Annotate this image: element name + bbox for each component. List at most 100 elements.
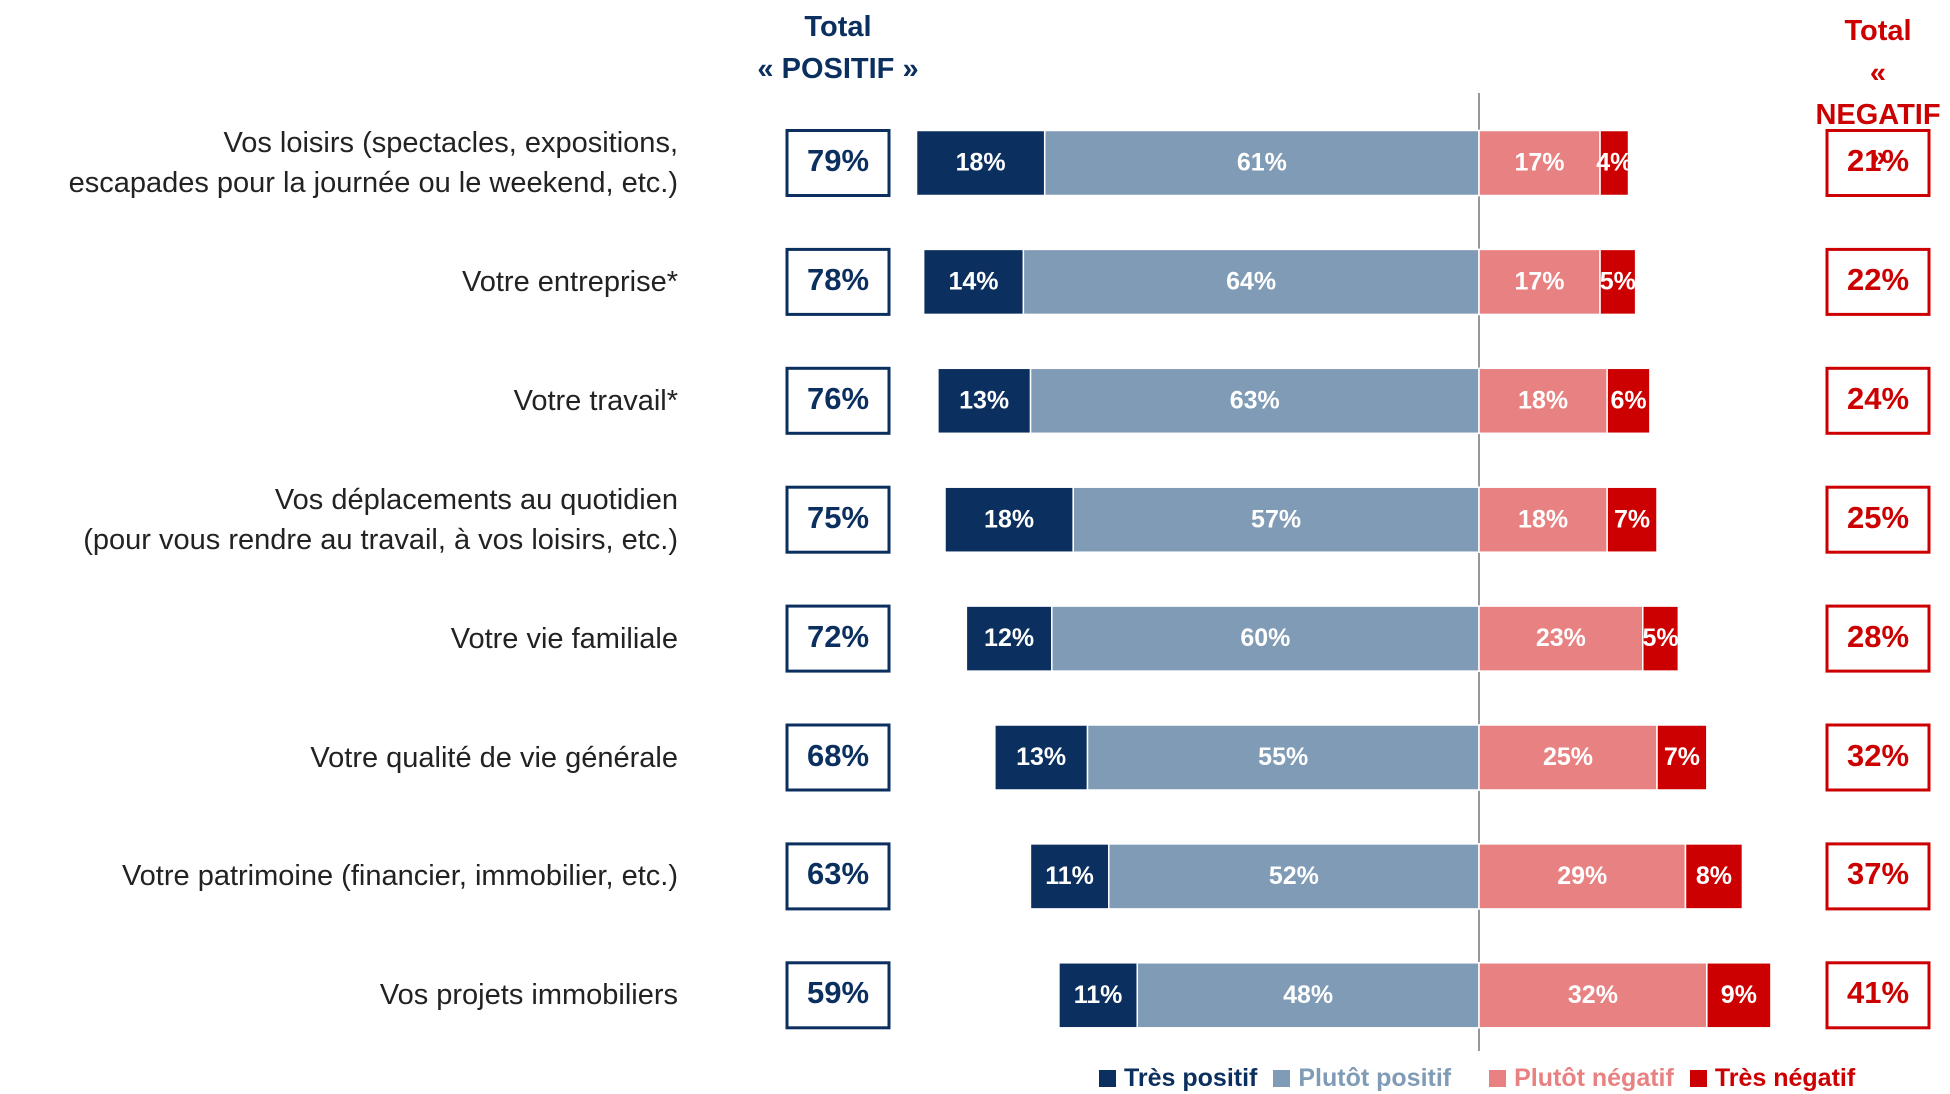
total-value: 78% — [806, 261, 870, 297]
bar-value-label: 6% — [1610, 386, 1646, 414]
bar-value-label: 9% — [1721, 981, 1757, 1009]
bar-value-label: 29% — [1557, 862, 1607, 890]
bar-value-label: 5% — [1642, 624, 1678, 652]
total-box — [785, 366, 891, 435]
bar-value-label: 8% — [1696, 862, 1732, 890]
total-value: 25% — [1846, 499, 1910, 535]
legend-item: Plutôt négatif — [1489, 1064, 1674, 1093]
legend-item: Plutôt positif — [1273, 1064, 1451, 1093]
bar-value-label: 18% — [1518, 386, 1568, 414]
total-value: 28% — [1846, 618, 1910, 654]
legend-label: Très positif — [1124, 1064, 1258, 1092]
category-label: Votre entreprise* — [461, 265, 678, 298]
bar — [1684, 843, 1744, 910]
category-label: Votre vie familiale — [450, 622, 678, 655]
bar-value-label: 64% — [1226, 268, 1276, 296]
bar — [1606, 367, 1651, 435]
total-box — [1825, 961, 1931, 1030]
bar — [965, 605, 1053, 672]
category-label: Votre travail* — [513, 384, 678, 417]
bar — [1478, 605, 1644, 672]
total-value: 24% — [1846, 380, 1910, 416]
bar — [1108, 843, 1480, 910]
legend-item: Très positif — [1099, 1064, 1257, 1093]
legend-label: Plutôt négatif — [1514, 1064, 1674, 1092]
bar-value-label: 32% — [1568, 981, 1618, 1009]
legend-item: Très négatif — [1689, 1064, 1856, 1093]
total-value: 72% — [806, 618, 870, 654]
total-value: 41% — [1846, 975, 1910, 1011]
bar-value-label: 13% — [1016, 743, 1066, 771]
legend-label: Très négatif — [1714, 1064, 1856, 1092]
bar-value-label: 17% — [1514, 149, 1564, 177]
total-box — [785, 961, 891, 1030]
legend-swatch — [1489, 1070, 1507, 1087]
total-box — [1825, 485, 1931, 554]
total-value: 63% — [806, 856, 870, 892]
bar-value-label: 18% — [984, 505, 1034, 533]
total-box — [1825, 366, 1931, 435]
total-box — [785, 247, 891, 316]
total-box — [1825, 842, 1931, 911]
category-label: Vos projets immobiliers — [379, 979, 678, 1012]
total-value: 59% — [806, 975, 870, 1011]
bar — [1656, 724, 1708, 791]
total-header: Total « NEGATIF » — [1815, 15, 1941, 173]
bar — [1478, 129, 1601, 197]
total-box — [785, 723, 891, 792]
bar — [1599, 248, 1637, 316]
bar — [1478, 843, 1687, 910]
total-value: 79% — [806, 143, 870, 178]
bar — [1478, 962, 1708, 1029]
bar-value-label: 13% — [959, 386, 1009, 414]
total-box — [785, 842, 891, 911]
total-value: 22% — [1846, 261, 1910, 297]
bar-value-label: 5% — [1600, 268, 1636, 296]
bar-value-label: 7% — [1614, 505, 1650, 533]
bar-value-label: 17% — [1514, 268, 1564, 296]
bar — [944, 486, 1074, 553]
bar-value-label: 52% — [1269, 862, 1319, 890]
total-header: Total « POSITIF » — [757, 11, 919, 85]
bar — [1029, 843, 1110, 910]
bar — [1478, 367, 1608, 435]
bar-value-label: 11% — [1074, 981, 1123, 1009]
bar-value-label: 18% — [956, 149, 1006, 177]
total-box — [785, 485, 891, 554]
bar — [915, 129, 1046, 197]
legend-swatch — [1273, 1070, 1291, 1087]
bar-value-label: 4% — [1596, 149, 1632, 177]
bar-value-label: 61% — [1237, 149, 1287, 177]
total-value: 21% — [1846, 143, 1910, 178]
bar-value-label: 18% — [1518, 505, 1568, 533]
legend: Très positif Plutôt positif Plutôt négatif… — [1099, 1064, 1855, 1093]
bar-value-label: 55% — [1258, 743, 1308, 771]
bar-value-label: 48% — [1283, 981, 1333, 1009]
bar — [1606, 486, 1658, 553]
category-label: Votre patrimoine (financier, immobilier,… — [121, 860, 678, 893]
bar — [1136, 962, 1480, 1029]
total-value: 32% — [1846, 737, 1910, 773]
bar — [1642, 605, 1680, 672]
legend-label: Plutôt positif — [1298, 1064, 1452, 1092]
bar — [1478, 486, 1608, 553]
bar-value-label: 57% — [1251, 505, 1301, 533]
bar — [1022, 248, 1480, 316]
bar-value-label: 7% — [1664, 743, 1700, 771]
bar — [922, 248, 1025, 316]
bar — [1029, 367, 1480, 435]
bar — [994, 724, 1089, 791]
total-box — [1825, 604, 1931, 673]
bar-value-label: 60% — [1240, 624, 1290, 652]
bar — [1058, 962, 1138, 1029]
category-label: Vos loisirs (spectacles, expositions, es… — [68, 127, 678, 199]
bar-value-label: 11% — [1045, 862, 1094, 890]
total-box — [1825, 129, 1931, 197]
total-box — [1825, 247, 1931, 316]
bar — [937, 367, 1032, 435]
category-label: Vos déplacements au quotidien (pour vous… — [83, 483, 678, 556]
bar-value-label: 14% — [948, 268, 998, 296]
legend-swatch — [1099, 1070, 1116, 1087]
total-box — [785, 129, 891, 197]
